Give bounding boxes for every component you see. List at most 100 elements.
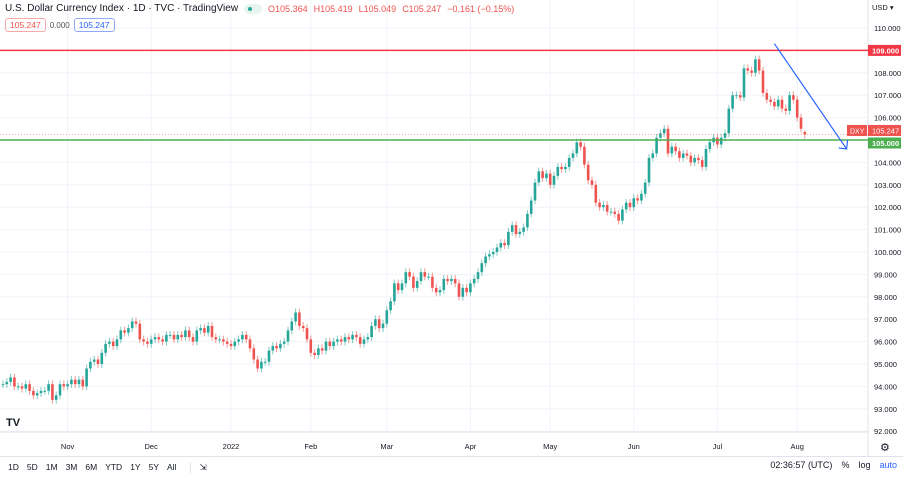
- candle-body: [769, 99, 772, 102]
- range-all[interactable]: All: [167, 462, 177, 472]
- range-5d[interactable]: 5D: [26, 462, 38, 472]
- candle-body: [115, 339, 119, 347]
- x-tick-label: Apr: [465, 442, 477, 451]
- resistance-label-bg: [868, 44, 901, 56]
- range-3m[interactable]: 3M: [65, 462, 78, 472]
- y-tick-label: 97.000: [874, 315, 897, 324]
- candle-body: [165, 334, 168, 342]
- candle: [377, 315, 381, 332]
- candle-body: [100, 352, 104, 364]
- candle-body: [412, 276, 415, 288]
- candle-body: [362, 339, 366, 344]
- range-6m[interactable]: 6M: [85, 462, 98, 472]
- log-toggle[interactable]: log: [858, 460, 871, 470]
- candle: [218, 335, 221, 344]
- candle: [442, 275, 446, 294]
- candle: [1, 380, 5, 388]
- candle-body: [43, 390, 47, 392]
- range-5y[interactable]: 5Y: [148, 462, 159, 472]
- candle: [328, 337, 332, 350]
- candle: [370, 322, 373, 341]
- candle-body: [168, 334, 172, 336]
- candle-body: [290, 321, 294, 331]
- candle-body: [157, 337, 161, 340]
- range-1d[interactable]: 1D: [8, 462, 19, 472]
- candle: [655, 133, 658, 158]
- candle: [465, 284, 468, 297]
- range-ytd[interactable]: YTD: [105, 462, 123, 472]
- candle: [480, 259, 484, 276]
- sell-price-button[interactable]: 105.247: [5, 18, 46, 32]
- candle-body: [594, 184, 598, 203]
- candle: [461, 284, 465, 301]
- tradingview-logo: TV: [6, 417, 21, 429]
- candle: [172, 331, 176, 344]
- candle: [127, 324, 130, 337]
- candle: [66, 380, 69, 391]
- candle-body: [13, 377, 16, 387]
- auto-toggle[interactable]: auto: [879, 460, 897, 470]
- candle-body: [590, 180, 594, 185]
- candle: [252, 344, 256, 364]
- candle-body: [294, 312, 297, 322]
- date-range-icon[interactable]: ⇲: [190, 461, 207, 473]
- candle-body: [184, 330, 187, 338]
- candle: [415, 277, 419, 292]
- candle-body: [47, 384, 50, 391]
- candle-body: [803, 131, 807, 135]
- range-1y[interactable]: 1Y: [130, 462, 141, 472]
- currency-selector[interactable]: USD ▾: [872, 3, 894, 12]
- candle: [564, 163, 567, 173]
- candle-body: [689, 155, 693, 163]
- candle: [13, 373, 16, 391]
- candle-body: [613, 211, 617, 214]
- candle-body: [233, 341, 237, 347]
- candle: [643, 178, 647, 198]
- candle: [244, 331, 248, 344]
- candle: [366, 333, 370, 344]
- range-1m[interactable]: 1M: [45, 462, 58, 472]
- candle: [294, 308, 297, 326]
- candle: [628, 198, 632, 212]
- y-tick-label: 94.000: [874, 382, 897, 391]
- x-tick-label: May: [543, 442, 557, 451]
- candle: [62, 380, 66, 391]
- symbol-title[interactable]: U.S. Dollar Currency Index · 1D · TVC · …: [5, 3, 239, 14]
- candle: [624, 198, 628, 214]
- candle: [374, 315, 377, 330]
- candle-body: [765, 92, 769, 100]
- candle-body: [529, 200, 533, 214]
- candle: [609, 207, 613, 216]
- ohlc-open: O105.364: [268, 3, 308, 14]
- candle-body: [127, 328, 130, 333]
- percent-toggle[interactable]: %: [841, 460, 850, 470]
- candle: [385, 306, 389, 328]
- candle-body: [214, 337, 218, 340]
- buy-price-button[interactable]: 105.247: [73, 18, 115, 32]
- candle-body: [317, 348, 320, 356]
- price-chart[interactable]: 92.000 93.000 94.000 95.000 96.000 97.000 98.0…: [0, 0, 903, 456]
- candle-body: [495, 247, 499, 252]
- candle: [400, 279, 404, 294]
- candle-body: [96, 359, 100, 364]
- settings-gear-icon[interactable]: ⚙: [880, 442, 890, 454]
- candle-body: [324, 341, 328, 351]
- candle-body: [408, 272, 411, 277]
- candle: [533, 178, 537, 205]
- candle: [499, 239, 503, 252]
- candle: [750, 66, 753, 77]
- candle: [484, 252, 487, 268]
- clock[interactable]: 02:36:57 (UTC): [770, 460, 833, 470]
- candle: [146, 337, 149, 348]
- candle-body: [602, 204, 605, 208]
- candle-body: [640, 193, 643, 201]
- candle: [727, 104, 731, 138]
- candle: [662, 124, 666, 138]
- candle-body: [32, 390, 35, 396]
- candle-body: [510, 225, 514, 232]
- candle: [419, 268, 423, 285]
- trend-arrow-line: [773, 43, 848, 150]
- candle: [187, 326, 191, 341]
- candle: [81, 375, 85, 391]
- candle-body: [275, 346, 278, 349]
